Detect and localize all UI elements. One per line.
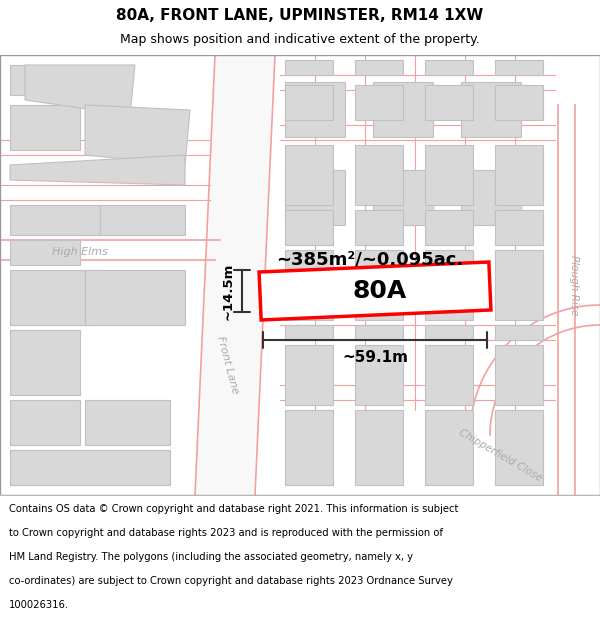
Text: ~59.1m: ~59.1m <box>342 351 408 366</box>
Polygon shape <box>355 145 403 205</box>
Polygon shape <box>85 105 190 165</box>
Text: co-ordinates) are subject to Crown copyright and database rights 2023 Ordnance S: co-ordinates) are subject to Crown copyr… <box>9 576 453 586</box>
Polygon shape <box>373 170 433 225</box>
Polygon shape <box>285 60 333 75</box>
Polygon shape <box>355 210 403 245</box>
Polygon shape <box>495 410 543 485</box>
Polygon shape <box>25 65 135 115</box>
Polygon shape <box>355 85 403 120</box>
Text: Contains OS data © Crown copyright and database right 2021. This information is : Contains OS data © Crown copyright and d… <box>9 504 458 514</box>
Text: Front Lane: Front Lane <box>215 335 241 395</box>
Polygon shape <box>10 65 80 95</box>
Polygon shape <box>355 325 403 340</box>
Polygon shape <box>495 325 543 340</box>
Polygon shape <box>85 400 170 445</box>
Polygon shape <box>285 250 333 320</box>
Polygon shape <box>10 205 100 235</box>
Polygon shape <box>425 410 473 485</box>
Polygon shape <box>425 250 473 320</box>
Polygon shape <box>373 82 433 137</box>
Polygon shape <box>425 145 473 205</box>
Polygon shape <box>285 0 345 49</box>
Polygon shape <box>10 155 185 185</box>
Polygon shape <box>425 325 473 340</box>
Polygon shape <box>425 85 473 120</box>
Polygon shape <box>285 210 333 245</box>
Polygon shape <box>355 60 403 75</box>
Polygon shape <box>355 410 403 485</box>
Text: to Crown copyright and database rights 2023 and is reproduced with the permissio: to Crown copyright and database rights 2… <box>9 528 443 538</box>
Polygon shape <box>10 240 80 265</box>
Polygon shape <box>85 270 185 325</box>
Polygon shape <box>425 60 473 75</box>
Polygon shape <box>373 0 433 49</box>
Polygon shape <box>10 330 80 395</box>
Polygon shape <box>355 250 403 320</box>
Polygon shape <box>285 345 333 405</box>
Text: HM Land Registry. The polygons (including the associated geometry, namely x, y: HM Land Registry. The polygons (includin… <box>9 552 413 562</box>
Polygon shape <box>355 345 403 405</box>
Polygon shape <box>10 270 100 325</box>
Polygon shape <box>495 85 543 120</box>
Polygon shape <box>285 170 345 225</box>
Polygon shape <box>461 82 521 137</box>
Text: ~14.5m: ~14.5m <box>221 262 235 319</box>
Polygon shape <box>10 400 80 445</box>
Text: High Elms: High Elms <box>52 247 108 257</box>
Text: 80A, FRONT LANE, UPMINSTER, RM14 1XW: 80A, FRONT LANE, UPMINSTER, RM14 1XW <box>116 8 484 23</box>
Polygon shape <box>461 170 521 225</box>
Polygon shape <box>461 0 521 49</box>
Polygon shape <box>285 325 333 340</box>
Polygon shape <box>425 210 473 245</box>
Polygon shape <box>195 55 275 495</box>
Polygon shape <box>495 145 543 205</box>
Polygon shape <box>285 410 333 485</box>
Polygon shape <box>100 205 185 235</box>
Polygon shape <box>259 262 491 320</box>
Text: 100026316.: 100026316. <box>9 600 69 610</box>
Polygon shape <box>285 82 345 137</box>
Text: Map shows position and indicative extent of the property.: Map shows position and indicative extent… <box>120 33 480 46</box>
Polygon shape <box>425 345 473 405</box>
Text: Plough Rise: Plough Rise <box>569 255 579 315</box>
Polygon shape <box>285 145 333 205</box>
Polygon shape <box>495 345 543 405</box>
Text: Chipperfield Close: Chipperfield Close <box>457 427 544 483</box>
Polygon shape <box>285 85 333 120</box>
Polygon shape <box>10 105 80 150</box>
Text: 80A: 80A <box>353 279 407 303</box>
Polygon shape <box>495 210 543 245</box>
Polygon shape <box>495 60 543 75</box>
Polygon shape <box>10 450 170 485</box>
Text: ~385m²/~0.095ac.: ~385m²/~0.095ac. <box>277 251 464 269</box>
Polygon shape <box>495 250 543 320</box>
